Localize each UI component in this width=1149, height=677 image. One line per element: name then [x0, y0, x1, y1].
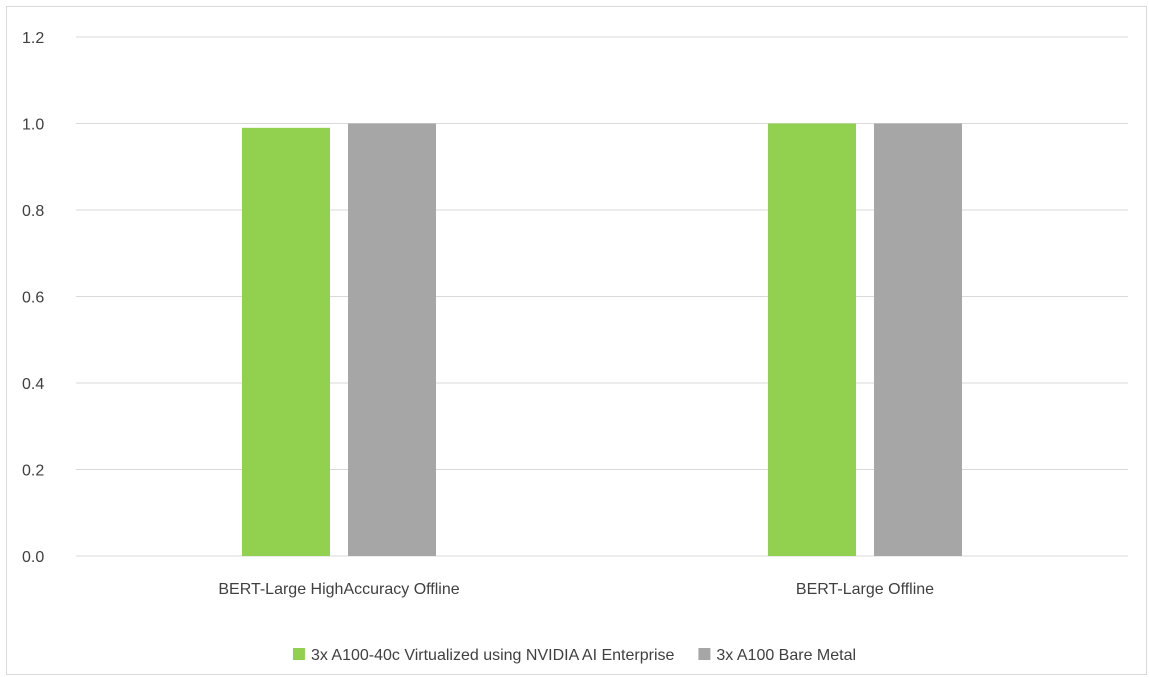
bar	[768, 123, 856, 556]
y-tick-label: 0.0	[22, 549, 44, 566]
bar	[348, 123, 436, 556]
y-tick-label: 0.6	[22, 290, 44, 307]
legend-item: 3x A100 Bare Metal	[698, 647, 856, 664]
x-tick-label: BERT-Large HighAccuracy Offline	[218, 581, 459, 598]
legend-swatch	[698, 648, 711, 660]
legend-swatch	[292, 648, 305, 660]
legend-label: 3x A100 Bare Metal	[716, 647, 856, 664]
y-tick-label: 0.8	[22, 203, 44, 220]
bar	[874, 123, 962, 556]
y-tick-label: 0.2	[22, 463, 44, 480]
legend: 3x A100-40c Virtualized using NVIDIA AI …	[292, 647, 856, 664]
bars	[242, 123, 962, 556]
legend-label: 3x A100-40c Virtualized using NVIDIA AI …	[311, 647, 675, 664]
y-tick-label: 1.0	[22, 117, 44, 134]
legend-item: 3x A100-40c Virtualized using NVIDIA AI …	[292, 647, 675, 664]
bar	[242, 127, 330, 556]
gridlines	[76, 36, 1128, 557]
y-tick-label: 0.4	[22, 376, 44, 393]
y-axis-tick-labels: 0.0 0.2 0.4 0.6 0.8 1.0 1.2	[22, 30, 44, 566]
y-tick-label: 1.2	[22, 30, 44, 47]
x-axis-tick-labels: BERT-Large HighAccuracy Offline BERT-Larg…	[218, 581, 934, 598]
x-tick-label: BERT-Large Offline	[796, 581, 934, 598]
